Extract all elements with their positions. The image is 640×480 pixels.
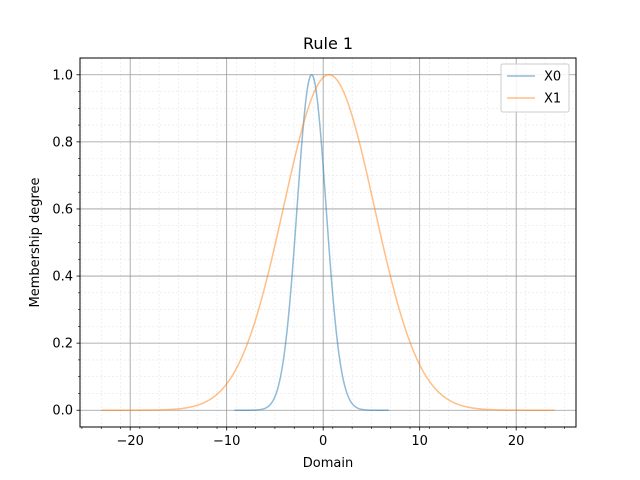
x-tick-label: 10 xyxy=(411,434,428,449)
y-tick-label: 0.2 xyxy=(52,337,73,352)
y-tick-label: 0.4 xyxy=(52,270,73,285)
y-tick-label: 1.0 xyxy=(52,68,73,83)
minor-grid xyxy=(80,58,576,427)
x-tick-label: 0 xyxy=(319,434,327,449)
x-tick-label: 20 xyxy=(508,434,525,449)
chart-title: Rule 1 xyxy=(303,34,353,53)
series-line-x1 xyxy=(101,74,555,411)
y-tick-label: 0.8 xyxy=(52,135,73,150)
ticks-layer: −20 −10 0 10 20 0.0 0.2 0.4 0.6 0.8 1.0 xyxy=(52,68,565,449)
y-tick-label: 0.6 xyxy=(52,202,73,217)
legend-label-x0: X0 xyxy=(544,70,561,85)
y-axis-title: Membership degree xyxy=(28,177,43,307)
series-layer xyxy=(101,73,555,411)
y-tick-label: 0.0 xyxy=(52,404,73,419)
x-tick-label: −20 xyxy=(116,434,143,449)
x-tick-label: −10 xyxy=(213,434,240,449)
x-axis-title: Domain xyxy=(303,456,353,471)
series-line-x0 xyxy=(234,73,389,411)
legend-label-x1: X1 xyxy=(544,92,561,107)
